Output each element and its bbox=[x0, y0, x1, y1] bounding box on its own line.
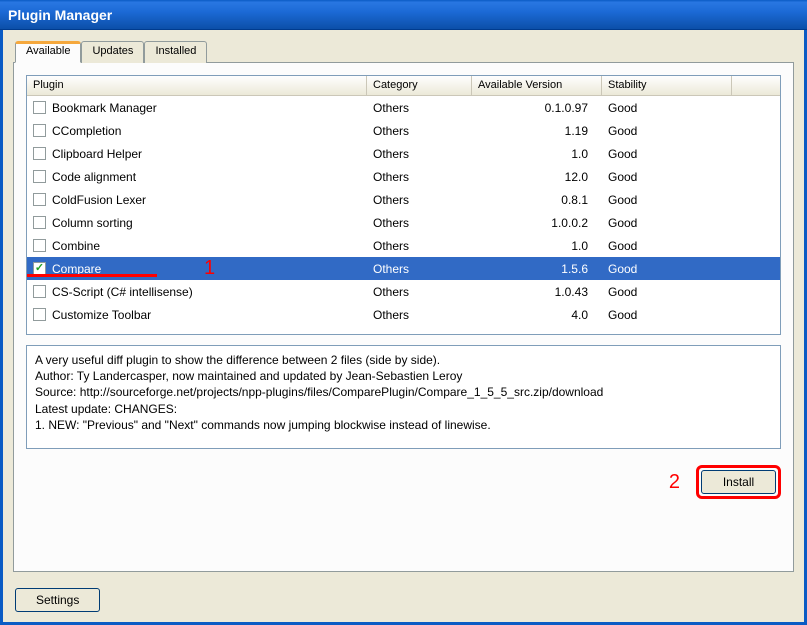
cell-stability: Good bbox=[602, 167, 732, 187]
plugin-name: Code alignment bbox=[52, 170, 136, 184]
cell-stability: Good bbox=[602, 213, 732, 233]
cell-plugin: Combine bbox=[27, 236, 367, 256]
cell-version: 0.8.1 bbox=[472, 190, 602, 210]
cell-plugin: ColdFusion Lexer bbox=[27, 190, 367, 210]
plugin-name: Bookmark Manager bbox=[52, 101, 157, 115]
cell-stability: Good bbox=[602, 305, 732, 325]
desc-line: A very useful diff plugin to show the di… bbox=[35, 352, 772, 368]
table-row[interactable]: ColdFusion Lexer Others0.8.1Good bbox=[27, 188, 780, 211]
row-checkbox[interactable] bbox=[33, 285, 46, 298]
row-checkbox[interactable] bbox=[33, 147, 46, 160]
column-header-plugin[interactable]: Plugin bbox=[27, 76, 367, 95]
table-row[interactable]: CCompletion Others1.19Good bbox=[27, 119, 780, 142]
plugin-name: ColdFusion Lexer bbox=[52, 193, 146, 207]
cell-stability: Good bbox=[602, 236, 732, 256]
cell-category: Others bbox=[367, 98, 472, 118]
row-checkbox[interactable] bbox=[33, 262, 46, 275]
plugin-name: CCompletion bbox=[52, 124, 121, 138]
column-header-category[interactable]: Category bbox=[367, 76, 472, 95]
desc-line: Latest update: CHANGES: bbox=[35, 401, 772, 417]
row-checkbox[interactable] bbox=[33, 101, 46, 114]
cell-version: 1.0.0.2 bbox=[472, 213, 602, 233]
settings-row: Settings bbox=[13, 580, 794, 612]
cell-category: Others bbox=[367, 121, 472, 141]
table-row[interactable]: Customize Toolbar Others4.0Good bbox=[27, 303, 780, 326]
cell-stability: Good bbox=[602, 282, 732, 302]
cell-stability: Good bbox=[602, 144, 732, 164]
desc-line: 1. NEW: "Previous" and "Next" commands n… bbox=[35, 417, 772, 433]
cell-version: 0.1.0.97 bbox=[472, 98, 602, 118]
plugin-name: Combine bbox=[52, 239, 100, 253]
cell-version: 4.0 bbox=[472, 305, 602, 325]
column-header-version[interactable]: Available Version bbox=[472, 76, 602, 95]
client-area: Available Updates Installed Plugin Categ… bbox=[0, 30, 807, 625]
tab-installed[interactable]: Installed bbox=[144, 41, 207, 63]
cell-plugin: Clipboard Helper bbox=[27, 144, 367, 164]
cell-category: Others bbox=[367, 236, 472, 256]
cell-plugin: Code alignment bbox=[27, 167, 367, 187]
column-header-stability[interactable]: Stability bbox=[602, 76, 732, 95]
settings-button[interactable]: Settings bbox=[15, 588, 100, 612]
description-box: A very useful diff plugin to show the di… bbox=[26, 345, 781, 449]
row-checkbox[interactable] bbox=[33, 124, 46, 137]
cell-category: Others bbox=[367, 213, 472, 233]
cell-category: Others bbox=[367, 167, 472, 187]
cell-stability: Good bbox=[602, 98, 732, 118]
cell-plugin: Compare bbox=[27, 259, 367, 279]
annotation-2: 2 bbox=[669, 471, 680, 494]
install-row: 2 Install bbox=[26, 465, 781, 499]
desc-line: Source: http://sourceforge.net/projects/… bbox=[35, 384, 772, 400]
cell-version: 1.19 bbox=[472, 121, 602, 141]
tab-available[interactable]: Available bbox=[15, 41, 81, 63]
cell-version: 1.0.43 bbox=[472, 282, 602, 302]
table-row[interactable]: Code alignment Others12.0Good bbox=[27, 165, 780, 188]
cell-plugin: CCompletion bbox=[27, 121, 367, 141]
tab-strip: Available Updates Installed bbox=[15, 40, 794, 62]
window-title: Plugin Manager bbox=[8, 7, 112, 23]
table-row[interactable]: Clipboard Helper Others1.0Good bbox=[27, 142, 780, 165]
cell-stability: Good bbox=[602, 121, 732, 141]
plugin-name: Customize Toolbar bbox=[52, 308, 151, 322]
row-checkbox[interactable] bbox=[33, 193, 46, 206]
cell-category: Others bbox=[367, 305, 472, 325]
annotation-install-highlight: Install bbox=[696, 465, 781, 499]
listview-header: Plugin Category Available Version Stabil… bbox=[27, 76, 780, 96]
cell-category: Others bbox=[367, 259, 472, 279]
plugin-name: Compare bbox=[52, 262, 101, 276]
row-checkbox[interactable] bbox=[33, 216, 46, 229]
tab-panel-available: Plugin Category Available Version Stabil… bbox=[13, 62, 794, 572]
titlebar[interactable]: Plugin Manager bbox=[0, 0, 807, 30]
cell-plugin: CS-Script (C# intellisense) bbox=[27, 282, 367, 302]
tab-updates[interactable]: Updates bbox=[81, 41, 144, 63]
cell-plugin: Bookmark Manager bbox=[27, 98, 367, 118]
cell-stability: Good bbox=[602, 259, 732, 279]
plugin-name: Clipboard Helper bbox=[52, 147, 142, 161]
table-row[interactable]: Combine Others1.0Good bbox=[27, 234, 780, 257]
row-checkbox[interactable] bbox=[33, 308, 46, 321]
cell-version: 1.0 bbox=[472, 144, 602, 164]
table-row[interactable]: CS-Script (C# intellisense) Others1.0.43G… bbox=[27, 280, 780, 303]
row-checkbox[interactable] bbox=[33, 239, 46, 252]
desc-line: Author: Ty Landercasper, now maintained … bbox=[35, 368, 772, 384]
table-row[interactable]: Column sorting Others1.0.0.2Good bbox=[27, 211, 780, 234]
cell-category: Others bbox=[367, 282, 472, 302]
cell-category: Others bbox=[367, 190, 472, 210]
install-button[interactable]: Install bbox=[701, 470, 776, 494]
cell-version: 1.0 bbox=[472, 236, 602, 256]
listview-body[interactable]: Bookmark ManagerOthers0.1.0.97GoodCCompl… bbox=[27, 96, 780, 335]
row-checkbox[interactable] bbox=[33, 170, 46, 183]
plugin-name: CS-Script (C# intellisense) bbox=[52, 285, 193, 299]
cell-plugin: Column sorting bbox=[27, 213, 367, 233]
cell-plugin: Customize Toolbar bbox=[27, 305, 367, 325]
cell-category: Others bbox=[367, 144, 472, 164]
cell-version: 12.0 bbox=[472, 167, 602, 187]
cell-version: 1.5.6 bbox=[472, 259, 602, 279]
plugin-listview[interactable]: Plugin Category Available Version Stabil… bbox=[26, 75, 781, 335]
plugin-manager-window: Plugin Manager Available Updates Install… bbox=[0, 0, 807, 625]
plugin-name: Column sorting bbox=[52, 216, 133, 230]
cell-stability: Good bbox=[602, 190, 732, 210]
table-row[interactable]: Bookmark Manager Others0.1.0.97Good bbox=[27, 96, 780, 119]
table-row[interactable]: Compare Others1.5.6Good bbox=[27, 257, 780, 280]
